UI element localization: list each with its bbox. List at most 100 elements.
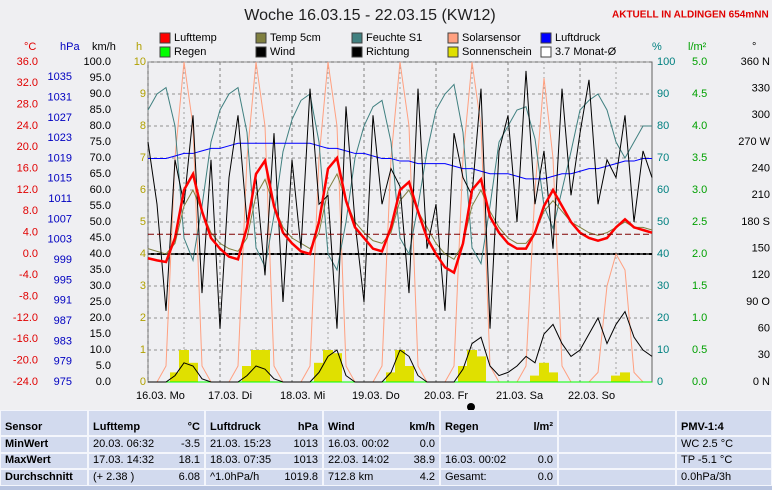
- y-tick-label: 4.5: [692, 88, 707, 100]
- cell-text: WC 2.5 °C: [681, 437, 734, 450]
- legend-label: Feuchte S1: [366, 32, 422, 44]
- y-tick-label: 0.5: [692, 344, 707, 356]
- bar: [548, 372, 558, 382]
- x-tick-label: 16.03. Mo: [136, 390, 185, 402]
- legend-swatch: [351, 46, 363, 58]
- legend-label: Luftdruck: [555, 32, 601, 44]
- table-cell: 18.03. 07:35 1013: [205, 452, 323, 469]
- table-cell: 20.03. 06:32 -3.5: [88, 436, 205, 453]
- y-tick-label: 1007: [48, 213, 72, 225]
- cell-text: °C: [187, 421, 200, 433]
- x-tick-label: 20.03. Fr: [424, 390, 468, 402]
- y-tick-label: 100.0: [83, 56, 111, 68]
- legend-label: Temp 5cm: [270, 32, 321, 44]
- y-tick-label: 70: [657, 152, 669, 164]
- bar: [332, 353, 342, 382]
- y-tick-label: 270 W: [738, 136, 770, 148]
- y-tick-label: 1.0: [692, 312, 707, 324]
- y-tick-label: 1.5: [692, 280, 707, 292]
- cell-text: MinWert: [5, 437, 49, 450]
- bar: [188, 362, 198, 382]
- y-tick-label: 75.0: [90, 136, 111, 148]
- cell-text: 16.03. 00:02: [328, 437, 390, 450]
- bar: [458, 366, 468, 382]
- bar: [467, 350, 477, 382]
- y-tick-label: 30: [657, 280, 669, 292]
- cell-text: 16.03. 00:02: [445, 454, 507, 466]
- chart-title: Woche 16.03.15 - 22.03.15 (KW12): [244, 7, 495, 24]
- y-tick-label: 2.0: [692, 248, 707, 260]
- y-tick-label: 20: [657, 312, 669, 324]
- legend-label: Regen: [174, 46, 206, 58]
- y-tick-label: 85.0: [90, 104, 111, 116]
- y-tick-label: 5: [140, 216, 146, 228]
- series-line: [148, 142, 652, 180]
- bar: [395, 350, 405, 382]
- table-cell: Durchschnitt: [0, 469, 88, 486]
- legend-label: Solarsensor: [462, 32, 521, 44]
- legend-swatch: [255, 32, 267, 44]
- cell-text: -3.5: [181, 437, 200, 450]
- table-cell: PMV-1:4: [676, 410, 772, 436]
- y-tick-label: 50.0: [90, 216, 111, 228]
- legend-swatch: [540, 46, 552, 58]
- table-cell: MinWert: [0, 436, 88, 453]
- cell-text: ^1.0hPa/h: [210, 470, 260, 483]
- legend-label: Wind: [270, 46, 295, 58]
- y-tick-label: 70.0: [90, 152, 111, 164]
- legend-swatch: [447, 46, 459, 58]
- y-tick-label: 3: [140, 280, 146, 292]
- y-tick-label: 60.0: [90, 184, 111, 196]
- y-tick-label: -8.0: [19, 291, 38, 303]
- y-tick-label: 80: [657, 120, 669, 132]
- bar: [260, 350, 270, 382]
- y-tick-label: 995: [54, 274, 72, 286]
- cell-text: Wind: [328, 421, 355, 433]
- y-tick-label: 36.0: [17, 56, 38, 68]
- y-tick-label: 7: [140, 152, 146, 164]
- legend-swatch: [159, 32, 171, 44]
- axis-unit: l/m²: [688, 41, 707, 53]
- y-tick-label: 999: [54, 254, 72, 266]
- cell-text: 6.08: [178, 470, 200, 483]
- y-tick-label: 0.0: [23, 248, 38, 260]
- y-tick-label: 150: [752, 243, 770, 255]
- cell-text: 4.2: [419, 470, 435, 483]
- y-tick-label: 983: [54, 335, 72, 347]
- y-tick-label: 90 O: [746, 296, 770, 308]
- table-cell: Wind km/h: [323, 410, 440, 436]
- cell-text: (+ 2.38 ): [93, 470, 135, 483]
- y-tick-label: 1003: [48, 234, 72, 246]
- y-tick-label: 3.5: [692, 152, 707, 164]
- y-tick-label: 45.0: [90, 232, 111, 244]
- y-tick-label: -16.0: [13, 333, 38, 345]
- y-tick-label: 30: [758, 349, 770, 361]
- table-cell: WC 2.5 °C: [676, 436, 772, 453]
- y-tick-label: 40: [657, 248, 669, 260]
- table-cell: Luftdruck hPa: [205, 410, 323, 436]
- cell-text: 0.0hPa/3h: [681, 470, 732, 483]
- cell-text: hPa: [297, 421, 318, 433]
- y-tick-label: 28.0: [17, 99, 38, 111]
- y-tick-label: 0 N: [753, 376, 770, 388]
- y-tick-label: 0.0: [96, 376, 111, 388]
- axis-unit: km/h: [92, 41, 116, 53]
- cell-text: 712.8 km: [328, 470, 374, 483]
- bar: [611, 375, 621, 382]
- bar: [179, 350, 189, 382]
- cell-text: MaxWert: [5, 454, 51, 466]
- bar: [404, 366, 414, 382]
- y-tick-label: 240: [752, 163, 770, 175]
- x-tick-label: 18.03. Mi: [280, 390, 325, 402]
- y-tick-label: 120: [752, 269, 770, 281]
- cell-text: km/h: [409, 421, 435, 433]
- y-tick-label: 0: [657, 376, 663, 388]
- y-tick-label: 50: [657, 216, 669, 228]
- y-tick-label: 300: [752, 109, 770, 121]
- series-line: [148, 310, 653, 383]
- y-tick-label: 3.0: [692, 184, 707, 196]
- y-tick-label: -24.0: [13, 376, 38, 388]
- y-tick-label: 20.0: [90, 312, 111, 324]
- legend-swatch: [351, 32, 363, 44]
- x-tick-label: 21.03. Sa: [496, 390, 544, 402]
